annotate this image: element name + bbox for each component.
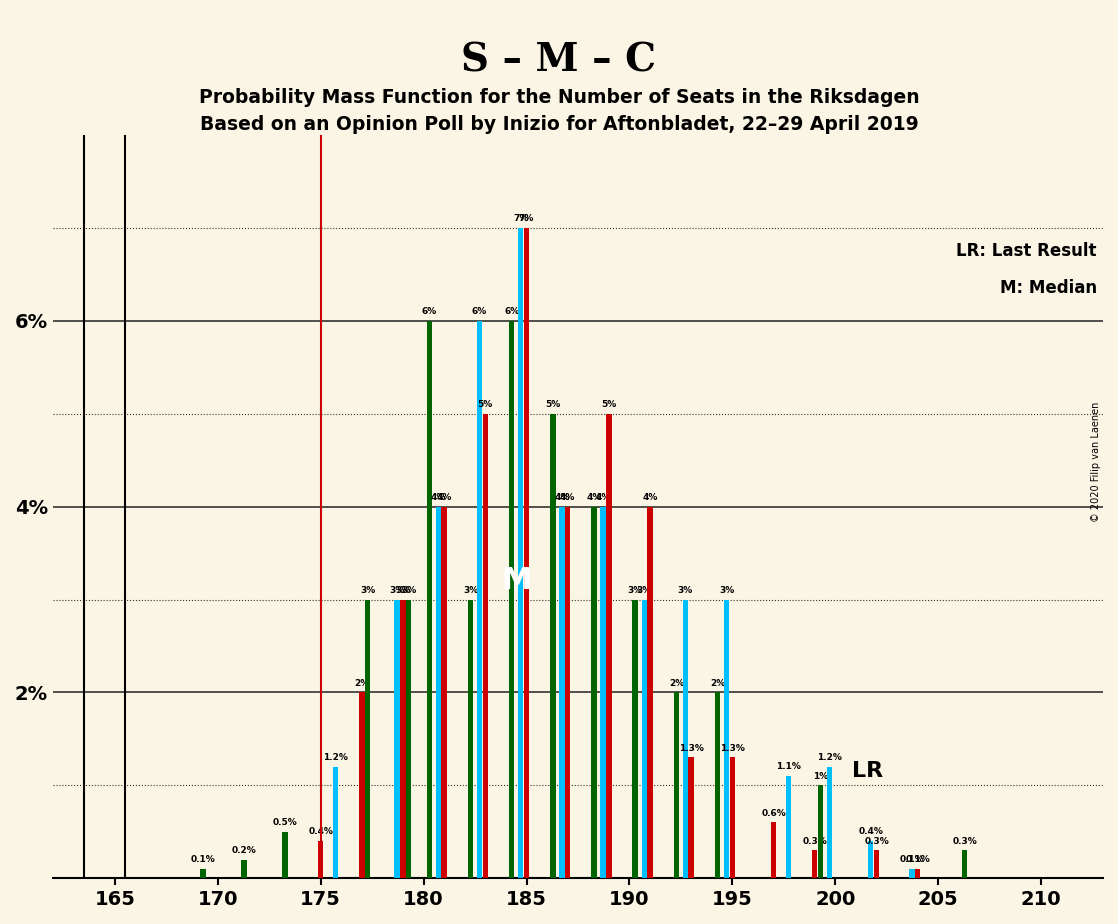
Bar	[812, 850, 817, 878]
Bar	[200, 869, 206, 878]
Bar	[406, 600, 411, 878]
Bar	[364, 600, 370, 878]
Text: 1%: 1%	[813, 772, 828, 781]
Text: 6%: 6%	[472, 308, 487, 316]
Bar	[647, 506, 653, 878]
Bar	[770, 822, 776, 878]
Bar	[606, 414, 612, 878]
Text: 0.1%: 0.1%	[190, 856, 216, 864]
Bar	[633, 600, 638, 878]
Text: 0.2%: 0.2%	[231, 846, 256, 855]
Bar	[868, 841, 873, 878]
Bar	[524, 228, 529, 878]
Bar	[283, 832, 288, 878]
Bar	[961, 850, 967, 878]
Bar	[674, 692, 679, 878]
Text: 2%: 2%	[710, 679, 726, 687]
Text: 4%: 4%	[596, 493, 610, 502]
Text: 0.5%: 0.5%	[273, 818, 297, 827]
Text: 7%: 7%	[519, 214, 534, 224]
Text: 0.3%: 0.3%	[864, 837, 889, 845]
Text: 5%: 5%	[546, 400, 560, 409]
Bar	[395, 600, 400, 878]
Bar	[477, 321, 482, 878]
Text: 0.3%: 0.3%	[953, 837, 977, 845]
Text: 3%: 3%	[401, 586, 416, 595]
Bar	[518, 228, 523, 878]
Text: 2%: 2%	[669, 679, 684, 687]
Bar	[359, 692, 364, 878]
Text: LR: LR	[852, 761, 883, 782]
Bar	[427, 321, 432, 878]
Text: 3%: 3%	[636, 586, 652, 595]
Bar	[483, 414, 489, 878]
Bar	[730, 758, 736, 878]
Bar	[714, 692, 720, 878]
Text: 3%: 3%	[719, 586, 735, 595]
Text: 5%: 5%	[601, 400, 616, 409]
Text: 0.1%: 0.1%	[906, 856, 930, 864]
Text: 5%: 5%	[477, 400, 493, 409]
Bar	[509, 321, 514, 878]
Bar	[318, 841, 323, 878]
Bar	[241, 859, 247, 878]
Text: 3%: 3%	[627, 586, 643, 595]
Bar	[333, 767, 339, 878]
Text: 4%: 4%	[436, 493, 452, 502]
Bar	[565, 506, 570, 878]
Text: M: M	[501, 566, 531, 595]
Text: 1.2%: 1.2%	[817, 753, 842, 762]
Text: 1.3%: 1.3%	[679, 744, 703, 753]
Bar	[723, 600, 729, 878]
Text: 4%: 4%	[643, 493, 657, 502]
Text: 1.2%: 1.2%	[323, 753, 348, 762]
Text: 3%: 3%	[389, 586, 405, 595]
Text: 0.3%: 0.3%	[803, 837, 827, 845]
Text: 1.1%: 1.1%	[776, 762, 800, 772]
Bar	[400, 600, 406, 878]
Text: M: Median: M: Median	[999, 279, 1097, 298]
Bar	[600, 506, 606, 878]
Bar	[683, 600, 689, 878]
Bar	[915, 869, 920, 878]
Text: 3%: 3%	[396, 586, 410, 595]
Bar	[436, 506, 442, 878]
Text: Based on an Opinion Poll by Inizio for Aftonbladet, 22–29 April 2019: Based on an Opinion Poll by Inizio for A…	[200, 116, 918, 135]
Text: 0.6%: 0.6%	[761, 808, 786, 818]
Bar	[827, 767, 832, 878]
Text: S – M – C: S – M – C	[462, 42, 656, 79]
Bar	[467, 600, 473, 878]
Bar	[559, 506, 565, 878]
Text: 4%: 4%	[586, 493, 601, 502]
Text: 7%: 7%	[513, 214, 529, 224]
Text: LR: Last Result: LR: Last Result	[956, 242, 1097, 260]
Text: 3%: 3%	[678, 586, 693, 595]
Bar	[591, 506, 597, 878]
Text: 0.1%: 0.1%	[900, 856, 925, 864]
Bar	[550, 414, 556, 878]
Text: 1.3%: 1.3%	[720, 744, 745, 753]
Text: 4%: 4%	[430, 493, 446, 502]
Bar	[817, 785, 823, 878]
Text: 6%: 6%	[504, 308, 520, 316]
Bar	[642, 600, 647, 878]
Bar	[689, 758, 694, 878]
Text: Probability Mass Function for the Number of Seats in the Riksdagen: Probability Mass Function for the Number…	[199, 88, 919, 107]
Bar	[786, 776, 792, 878]
Text: 6%: 6%	[421, 308, 437, 316]
Text: 3%: 3%	[360, 586, 376, 595]
Text: 0.4%: 0.4%	[309, 827, 333, 836]
Text: 3%: 3%	[463, 586, 479, 595]
Text: 2%: 2%	[354, 679, 369, 687]
Text: 0.4%: 0.4%	[859, 827, 883, 836]
Text: 4%: 4%	[555, 493, 570, 502]
Bar	[909, 869, 915, 878]
Text: © 2020 Filip van Laenen: © 2020 Filip van Laenen	[1091, 402, 1101, 522]
Bar	[442, 506, 447, 878]
Text: 4%: 4%	[560, 493, 576, 502]
Bar	[874, 850, 879, 878]
